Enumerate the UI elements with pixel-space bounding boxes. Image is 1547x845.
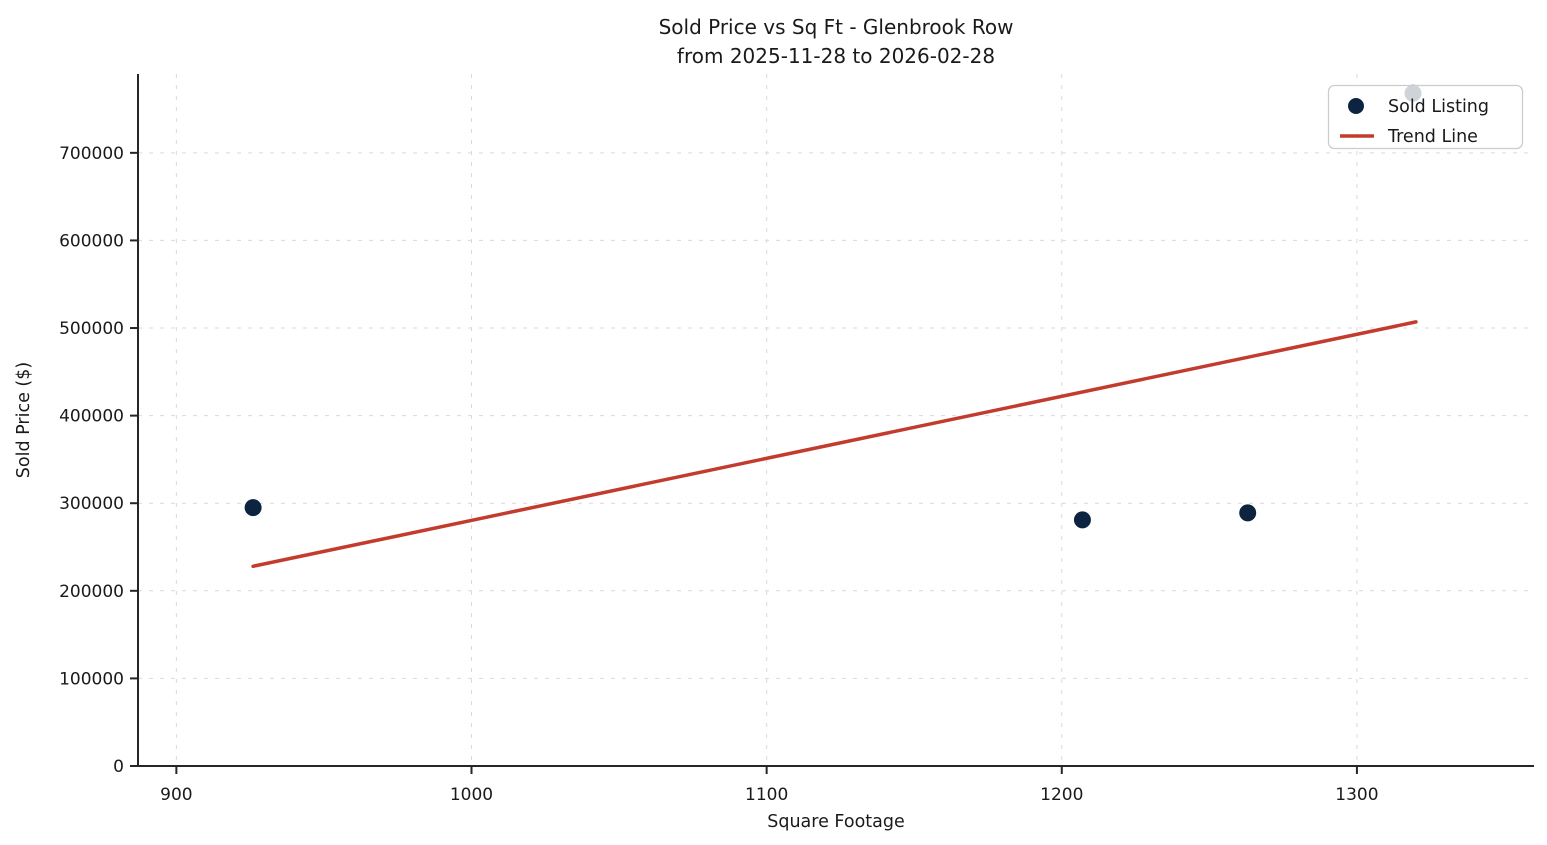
sold-listing-point: [1239, 504, 1257, 522]
legend: Sold Listing Trend Line: [1327, 84, 1524, 150]
axes-spines: [137, 74, 1534, 767]
axis-ticks: 900 1000 1100 1200 1300 0 100000 200000 300000 40…: [59, 144, 1378, 805]
chart-title-line1: Sold Price vs Sq Ft - Glenbrook Row: [659, 15, 1014, 39]
y-tick-label: 200000: [59, 582, 124, 602]
data-series: [244, 84, 1422, 569]
x-tick-label: 1100: [745, 785, 788, 805]
y-tick-label: 600000: [59, 231, 124, 251]
y-tick-label: 100000: [59, 669, 124, 689]
sold-listing-point: [244, 499, 262, 517]
legend-marker-sold-listing: [1348, 98, 1364, 114]
x-tick-label: 1000: [450, 785, 493, 805]
y-axis-label: Sold Price ($): [14, 362, 34, 478]
sold-listing-point: [1073, 511, 1091, 529]
legend-label-trend-line: Trend Line: [1387, 127, 1478, 147]
x-axis-label: Square Footage: [767, 812, 905, 832]
legend-box: [1327, 84, 1524, 150]
x-tick-label: 900: [160, 785, 192, 805]
gridlines: [138, 74, 1534, 767]
chart-title-line2: from 2025-11-28 to 2026-02-28: [677, 44, 995, 68]
y-tick-label: 300000: [59, 494, 124, 514]
y-tick-label: 700000: [59, 144, 124, 164]
legend-label-sold-listing: Sold Listing: [1388, 97, 1489, 117]
y-tick-label: 0: [113, 757, 124, 777]
x-tick-label: 1200: [1040, 785, 1083, 805]
trend-line: [251, 320, 1418, 569]
y-tick-label: 400000: [59, 407, 124, 427]
y-tick-label: 500000: [59, 319, 124, 339]
x-tick-label: 1300: [1335, 785, 1378, 805]
